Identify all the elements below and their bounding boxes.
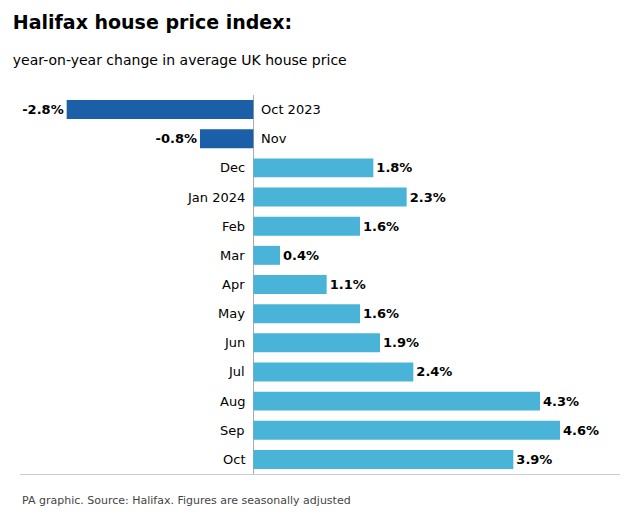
- svg-text:-2.8%: -2.8%: [22, 102, 63, 117]
- svg-text:1.1%: 1.1%: [330, 277, 366, 292]
- svg-text:1.6%: 1.6%: [363, 219, 399, 234]
- svg-text:0.4%: 0.4%: [283, 248, 319, 263]
- svg-text:Jun: Jun: [224, 335, 245, 350]
- svg-text:Mar: Mar: [220, 248, 245, 263]
- svg-text:2.3%: 2.3%: [410, 190, 446, 205]
- svg-text:Jan 2024: Jan 2024: [187, 190, 245, 205]
- svg-text:Sep: Sep: [220, 423, 245, 438]
- svg-text:Aug: Aug: [220, 394, 245, 409]
- svg-text:Nov: Nov: [261, 131, 287, 146]
- svg-text:Apr: Apr: [222, 277, 245, 292]
- svg-text:Feb: Feb: [222, 219, 245, 234]
- svg-text:Dec: Dec: [220, 160, 245, 175]
- svg-text:year-on-year change in average: year-on-year change in average UK house …: [13, 52, 347, 68]
- svg-text:1.6%: 1.6%: [363, 306, 399, 321]
- svg-text:PA graphic. Source: Halifax. F: PA graphic. Source: Halifax. Figures are…: [22, 494, 351, 507]
- svg-text:4.6%: 4.6%: [563, 423, 599, 438]
- svg-text:1.9%: 1.9%: [383, 335, 419, 350]
- svg-text:Oct: Oct: [223, 452, 245, 467]
- svg-text:4.3%: 4.3%: [543, 394, 579, 409]
- svg-text:3.9%: 3.9%: [516, 452, 552, 467]
- svg-text:Oct 2023: Oct 2023: [261, 102, 321, 117]
- svg-text:May: May: [218, 306, 245, 321]
- svg-text:-0.8%: -0.8%: [156, 131, 197, 146]
- svg-text:1.8%: 1.8%: [376, 160, 412, 175]
- svg-text:Halifax house price index:: Halifax house price index:: [13, 11, 292, 33]
- svg-text:Jul: Jul: [228, 364, 245, 379]
- svg-text:2.4%: 2.4%: [416, 364, 452, 379]
